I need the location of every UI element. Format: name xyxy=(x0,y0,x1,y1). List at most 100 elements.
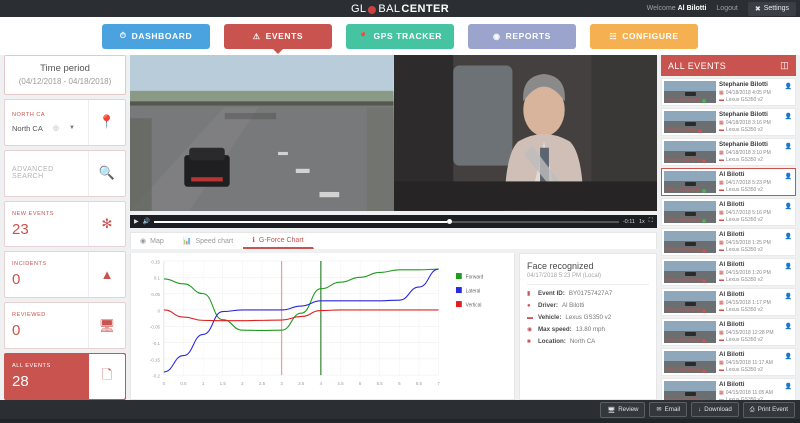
event-vehicle-text: Lexus GS350 v2 xyxy=(726,307,763,313)
map-pin-icon[interactable]: 📍 xyxy=(98,114,116,130)
download-button[interactable]: ↓ Download xyxy=(691,402,739,417)
series-line-forward xyxy=(163,268,439,331)
event-list-item[interactable]: Al Bilotti ▦ 04/17/2018 5:16 PM ▬ Lexus GS35… xyxy=(661,198,796,226)
event-badge-label: Face recognized xyxy=(665,308,701,313)
nav-item-dashboard[interactable]: ⏱ DASHBOARD xyxy=(102,23,210,49)
thumb-vehicle xyxy=(684,211,697,217)
download-icon: ↓ xyxy=(698,406,702,413)
stat-label: REVIEWED xyxy=(12,312,46,319)
center-column: ▶ 🔊 -0:11 1x ⛶ ◉ Map 📊 Speed chart xyxy=(130,55,657,400)
event-time-text: 04/15/2018 1:17 PM xyxy=(725,299,771,306)
stat-card-all-events[interactable]: ALL EVENTS 28 🗋 xyxy=(4,353,126,400)
layers-icon[interactable]: ◫ xyxy=(780,60,789,70)
event-list-item[interactable]: Al Bilotti ▦ 04/15/2018 1:20 PM ▬ Lexus GS35… xyxy=(661,258,796,286)
event-vehicle-text: Lexus GS350 v2 xyxy=(726,97,763,103)
advanced-search-card[interactable]: ADVANCED SEARCH 🔍 xyxy=(4,149,126,197)
tab-speed-chart[interactable]: 📊 Speed chart xyxy=(174,233,243,248)
chart-pie-icon: ◉ xyxy=(493,31,501,41)
clear-circle-icon[interactable]: ◎ xyxy=(52,125,59,133)
thumb-sky xyxy=(664,201,716,211)
exclamation-badge-icon: ✻ xyxy=(101,216,113,232)
print-event-button[interactable]: ⎙ Print Event xyxy=(742,401,795,418)
events-list[interactable]: Stephanie Bilotti ▦ 04/18/2018 4:05 PM ▬ Lex… xyxy=(661,76,796,400)
logo-text-right: CENTER xyxy=(401,2,450,15)
car-icon: ▬ xyxy=(719,97,724,103)
event-list-item[interactable]: Stephanie Bilotti ▦ 04/18/2018 3:16 PM ▬ Lex… xyxy=(661,108,796,136)
nav-item-configure[interactable]: ☷ CONFIGURE xyxy=(590,23,698,49)
playback-speed[interactable]: 1x xyxy=(638,218,645,225)
video-cabin-view[interactable] xyxy=(393,55,657,211)
event-thumbnail[interactable] xyxy=(664,381,716,400)
event-driver-name: Al Bilotti xyxy=(719,201,745,208)
seek-bar[interactable] xyxy=(154,218,619,224)
event-list-item[interactable]: Stephanie Bilotti ▦ 04/18/2018 4:05 PM ▬ Lex… xyxy=(661,78,796,106)
location-select[interactable]: North CA ◎ ▼ xyxy=(12,124,81,133)
player-controls[interactable]: ▶ 🔊 -0:11 1x ⛶ xyxy=(130,214,657,229)
detail-key: Location: xyxy=(538,337,566,345)
nav-item-events[interactable]: ⚠ EVENTS xyxy=(224,23,332,49)
play-icon[interactable]: ▶ xyxy=(134,219,139,226)
nav-item-gps-tracker[interactable]: 📍 GPS TRACKER xyxy=(346,23,454,49)
detail-value: Lexus GS350 v2 xyxy=(565,313,612,321)
status-dot-icon xyxy=(702,98,707,103)
nav-label: CONFIGURE xyxy=(622,31,679,41)
g-force-chart-svg: 0.150.10.050-0.05-0.1-0.15-0.20 0.5 1 1.5 2 2… xyxy=(150,259,484,386)
settings-label: Settings xyxy=(763,5,789,12)
left-sidebar: Time period (04/12/2018 - 04/18/2018) NO… xyxy=(4,55,126,400)
event-vehicle-text: Lexus GS350 v2 xyxy=(726,157,763,163)
x-axis-tick-label: 6.5 xyxy=(416,381,423,386)
event-thumbnail[interactable] xyxy=(664,171,716,193)
event-badge: Face recognized xyxy=(665,398,707,400)
tab-map[interactable]: ◉ Map xyxy=(131,233,174,248)
g-force-chart[interactable]: 0.15 0.1 0.05 0 -0.05 -0.1 -0.15 -0.2 0 0.5 1 1.5 2 2… xyxy=(130,252,515,400)
button-label: Download xyxy=(704,406,732,413)
event-list-item[interactable]: Al Bilotti ▦ 04/15/2018 11:17 AM ▬ Lexus GS3… xyxy=(661,348,796,376)
x-axis-tick-label: 2 xyxy=(241,381,244,386)
email-button[interactable]: ✉ Email xyxy=(649,402,688,417)
stat-card-reviewed[interactable]: REVIEWED 0 🖥 xyxy=(4,302,126,350)
location-filter-card[interactable]: NORTH CA North CA ◎ ▼ 📍 xyxy=(4,99,126,146)
stat-card-incidents[interactable]: INCIDENTS 0 ▲ xyxy=(4,251,126,299)
location-icon: ■ xyxy=(527,338,531,345)
event-time-text: 04/15/2018 11:05 AM xyxy=(725,389,773,396)
event-list-item[interactable]: Al Bilotti ▦ 04/15/2018 11:05 AM ▬ Lexus GS3… xyxy=(661,378,796,400)
tab-g-force-chart[interactable]: ℹ G-Force Chart xyxy=(243,233,314,249)
time-period-card[interactable]: Time period (04/12/2018 - 04/18/2018) xyxy=(4,55,126,95)
event-meta: Stephanie Bilotti ▦ 04/18/2018 4:05 PM ▬ Lex… xyxy=(719,81,793,103)
event-list-item[interactable]: Stephanie Bilotti ▦ 04/18/2018 3:10 PM ▬ Lex… xyxy=(661,138,796,166)
event-list-item[interactable]: Al Bilotti ▦ 04/17/2018 5:23 PM ▬ Lexus GS35… xyxy=(661,168,796,196)
search-icon[interactable]: 🔍 xyxy=(98,165,116,181)
seek-knob[interactable] xyxy=(446,218,452,224)
volume-icon[interactable]: 🔊 xyxy=(142,219,151,226)
event-badge: Face recognized xyxy=(665,98,707,103)
detail-key: Event ID: xyxy=(538,289,565,297)
event-list-item[interactable]: Al Bilotti ▦ 04/15/2018 12:28 PM ▬ Lexus GS3… xyxy=(661,318,796,346)
calendar-icon: ▦ xyxy=(719,329,724,336)
event-thumbnail[interactable] xyxy=(664,111,716,133)
logout-link[interactable]: Logout xyxy=(716,5,738,12)
time-period-title: Time period xyxy=(40,63,90,74)
dashboard-icon: ⏱ xyxy=(119,31,127,40)
video-player[interactable] xyxy=(130,55,657,211)
nav-item-reports[interactable]: ◉ REPORTS xyxy=(468,23,576,49)
status-dot-icon xyxy=(702,248,707,253)
calendar-icon: ▦ xyxy=(719,209,724,216)
settings-button[interactable]: ✖ Settings xyxy=(747,1,796,16)
fullscreen-icon[interactable]: ⛶ xyxy=(648,218,653,225)
x-axis-tick-label: 1 xyxy=(202,381,205,386)
event-vehicle-text: Lexus GS350 v2 xyxy=(726,247,763,253)
event-meta: Al Bilotti ▦ 04/15/2018 1:20 PM ▬ Lexus GS35… xyxy=(719,261,793,283)
event-badge: Face recognized xyxy=(665,158,707,163)
event-list-item[interactable]: Al Bilotti ▦ 04/15/2018 1:25 PM ▬ Lexus GS35… xyxy=(661,228,796,256)
event-driver-name: Al Bilotti xyxy=(719,291,745,298)
review-button[interactable]: 🖥 Review xyxy=(600,401,646,418)
video-road-view[interactable] xyxy=(130,55,394,211)
car-icon: ▬ xyxy=(719,307,724,313)
stat-card-new-events[interactable]: NEW EVENTS 23 ✻ xyxy=(4,200,126,248)
event-list-item[interactable]: Al Bilotti ▦ 04/15/2018 1:17 PM ▬ Lexus GS35… xyxy=(661,288,796,316)
x-axis-tick-label: 2.5 xyxy=(259,381,266,386)
detail-row-driver: ● Driver: Al Bilotti xyxy=(527,302,649,309)
thumb-vehicle xyxy=(684,91,697,97)
y-axis-tick-label: 0 xyxy=(158,308,161,313)
chevron-down-icon[interactable]: ▼ xyxy=(68,125,75,132)
